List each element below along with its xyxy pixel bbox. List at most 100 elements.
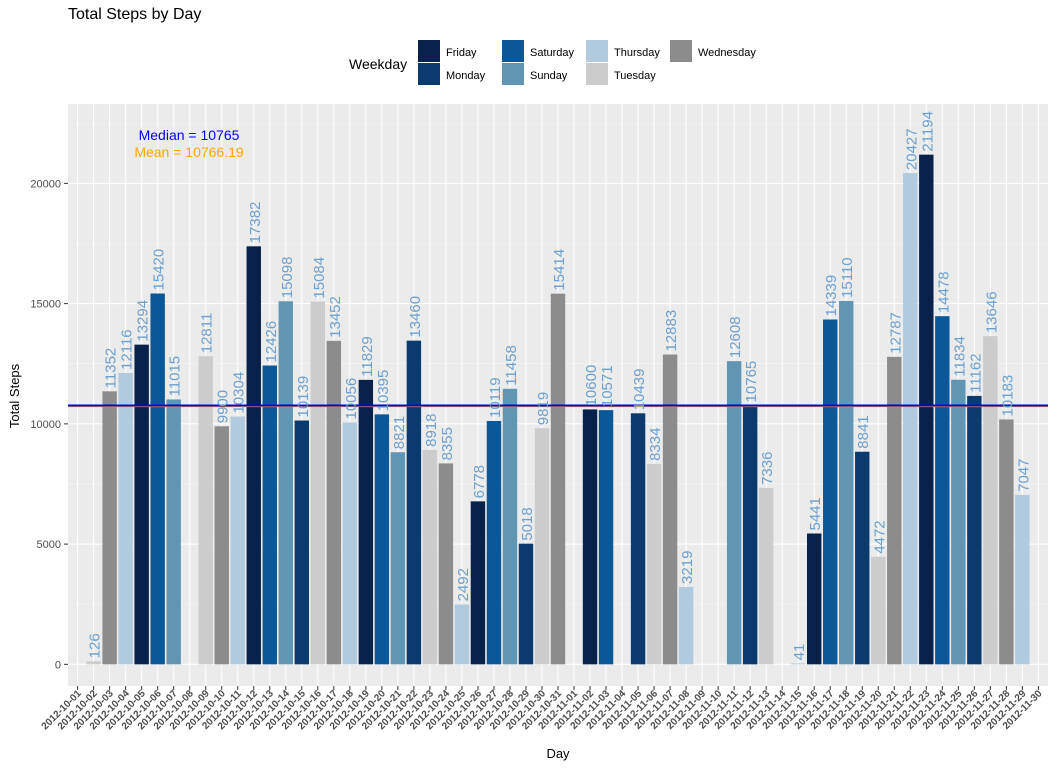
bar — [86, 661, 101, 665]
bar — [198, 356, 213, 665]
bar-value-label: 10395 — [375, 370, 392, 412]
bar-value-label: 7336 — [759, 452, 776, 485]
bar — [935, 316, 950, 665]
bar — [438, 463, 454, 665]
bar — [550, 293, 566, 665]
bar-value-label: 10139 — [295, 376, 312, 418]
bar-value-label: 15414 — [551, 249, 568, 291]
bar — [102, 391, 117, 665]
bar — [903, 173, 918, 665]
bar — [678, 586, 694, 665]
bar-value-label: 12426 — [263, 321, 280, 363]
chart-title: Total Steps by Day — [68, 6, 202, 23]
legend-label: Monday — [446, 70, 486, 82]
legend-swatch — [586, 63, 608, 85]
y-axis-ticks: 0 5000 10000 15000 20000 — [30, 178, 68, 671]
legend-swatch — [418, 63, 440, 85]
y-tick-label: 10000 — [30, 419, 61, 431]
bar-value-label: 15098 — [279, 257, 296, 299]
bar-value-label: 11352 — [103, 348, 120, 389]
bar-value-label: 10600 — [583, 365, 600, 407]
legend-swatch — [586, 40, 608, 62]
bar — [342, 422, 358, 665]
bar — [150, 293, 165, 665]
bar-value-label: 10765 — [743, 361, 760, 403]
bar-value-label: 12116 — [119, 329, 136, 370]
bar — [726, 361, 742, 665]
bar-value-label: 12811 — [199, 313, 216, 354]
bar — [214, 426, 229, 665]
bar — [262, 365, 277, 665]
bar-value-label: 8841 — [855, 415, 872, 448]
bar-value-label: 11015 — [167, 356, 184, 397]
bar-value-label: 8334 — [647, 428, 664, 461]
bar-value-label: 13646 — [983, 291, 1000, 333]
bars-group — [86, 154, 1030, 665]
bar-value-label: 14478 — [935, 271, 952, 313]
legend-swatch — [502, 63, 524, 85]
bar — [1015, 494, 1030, 665]
bar-value-label: 13460 — [407, 296, 424, 338]
bar-value-label: 14339 — [823, 275, 840, 317]
legend-label: Thursday — [614, 47, 660, 59]
bar — [470, 501, 486, 665]
bar-value-label: 8821 — [391, 416, 408, 449]
reference-lines — [68, 404, 1048, 408]
bar — [166, 399, 181, 665]
bar — [662, 354, 678, 665]
bar — [406, 340, 422, 665]
bar — [294, 420, 309, 665]
bar — [823, 319, 838, 665]
bar-value-label: 10439 — [631, 369, 648, 411]
bar — [326, 340, 342, 665]
bar-value-label: 11829 — [359, 336, 376, 377]
bar — [534, 428, 550, 665]
y-tick-label: 5000 — [37, 539, 61, 551]
bar — [454, 604, 470, 665]
legend-label: Tuesday — [614, 70, 656, 82]
bar — [310, 301, 326, 665]
bar — [422, 449, 438, 665]
mean-annotation: Mean = 10766.19 — [134, 144, 244, 160]
bar — [582, 409, 598, 665]
bar — [518, 543, 534, 665]
legend-title: Weekday — [349, 56, 407, 72]
bar — [758, 487, 774, 665]
bar-value-label: 21194 — [919, 111, 936, 152]
bar — [951, 379, 966, 665]
bar-value-label: 10119 — [487, 377, 504, 418]
bar — [967, 395, 982, 665]
bar-value-label: 15110 — [839, 257, 856, 298]
legend-swatch — [418, 40, 440, 62]
legend: Weekday Friday Monday Saturday Sunday Thursda… — [349, 40, 756, 85]
y-tick-label: 20000 — [30, 178, 61, 190]
bar-value-label: 2492 — [455, 568, 472, 601]
bar — [390, 452, 406, 665]
bar-value-label: 3219 — [679, 551, 696, 584]
bar — [118, 372, 133, 665]
bar-value-label: 15420 — [151, 249, 168, 291]
bar-value-label: 7047 — [1015, 459, 1032, 492]
y-tick-label: 15000 — [30, 299, 61, 311]
bar-value-label: 9900 — [215, 390, 232, 423]
bar — [358, 379, 374, 665]
bar-value-label: 11162 — [967, 353, 984, 393]
bar-value-label: 10056 — [343, 378, 360, 420]
median-annotation: Median = 10765 — [139, 127, 240, 143]
bar — [246, 246, 261, 665]
bar-value-label: 126 — [87, 633, 104, 658]
bar-value-label: 4472 — [871, 520, 888, 553]
bar-value-label: 41 — [791, 644, 808, 661]
bar — [230, 416, 245, 665]
bar — [790, 663, 806, 665]
bar-value-label: 11458 — [503, 345, 520, 386]
legend-swatch — [502, 40, 524, 62]
legend-label: Sunday — [530, 70, 568, 82]
bar-value-label: 13294 — [135, 300, 152, 342]
y-tick-label: 0 — [55, 659, 61, 671]
y-axis-title: Total Steps — [7, 363, 22, 428]
bar — [887, 356, 902, 665]
